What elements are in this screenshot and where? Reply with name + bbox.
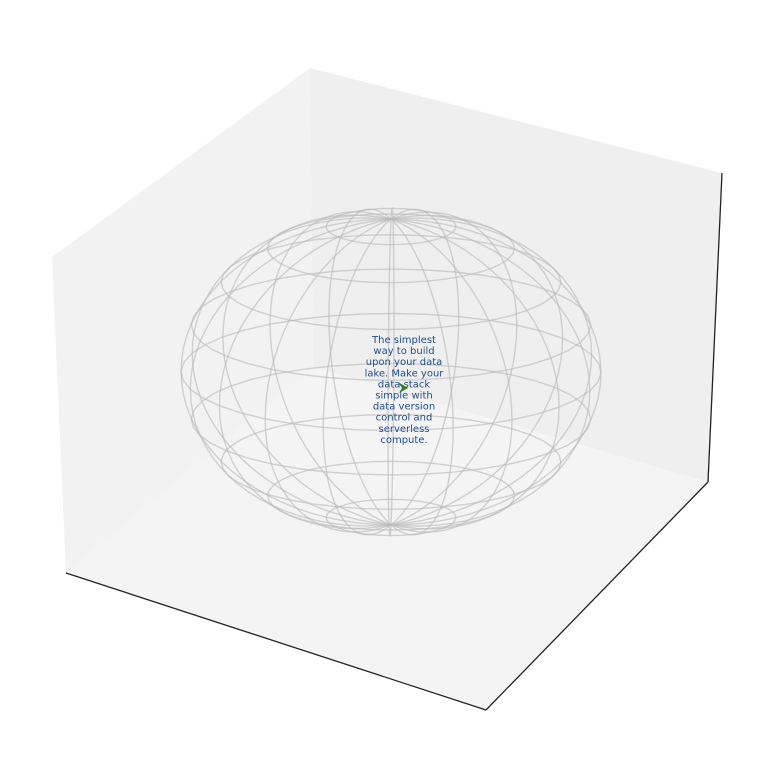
- annotation-line: compute.: [380, 435, 427, 446]
- floor-pane: [66, 367, 708, 710]
- z-axis-line: [707, 172, 723, 483]
- sphere-wireframe: [180, 206, 602, 538]
- x-axis-line: [65, 572, 487, 711]
- longitude-line: [264, 218, 392, 533]
- longitude-line: [269, 211, 392, 526]
- annotation-line: upon your data: [366, 357, 443, 368]
- annotation-line: simple with: [375, 391, 432, 402]
- annotation-line: control and: [376, 413, 433, 424]
- annotation-line: data stack: [378, 379, 430, 390]
- longitude-line: [390, 218, 513, 533]
- longitude-line: [387, 219, 392, 538]
- longitude-line: [390, 211, 518, 526]
- longitude-line: [191, 217, 392, 526]
- longitude-line: [180, 218, 392, 526]
- longitude-line: [222, 214, 392, 526]
- annotation-line: serverless: [378, 424, 429, 435]
- annotation-line: The simplest: [371, 335, 436, 346]
- left-pane: [52, 68, 313, 573]
- longitude-line: [218, 218, 392, 530]
- longitude-line: [390, 217, 593, 526]
- longitude-line: [390, 206, 395, 525]
- longitude-line: [390, 218, 591, 527]
- marker-arrow: [398, 382, 408, 393]
- annotation-line: lake. Make your: [365, 368, 445, 379]
- back-pane: [310, 68, 722, 482]
- annotation-line: data version: [373, 402, 435, 413]
- y-axis-line: [485, 481, 709, 711]
- longitude-line: [390, 208, 460, 526]
- longitude-line: [390, 218, 560, 530]
- longitude-line: [390, 214, 564, 526]
- annotation-line: way to build: [373, 346, 434, 357]
- longitude-line: [189, 218, 392, 527]
- longitude-line: [322, 218, 392, 536]
- longitude-line: [390, 218, 602, 526]
